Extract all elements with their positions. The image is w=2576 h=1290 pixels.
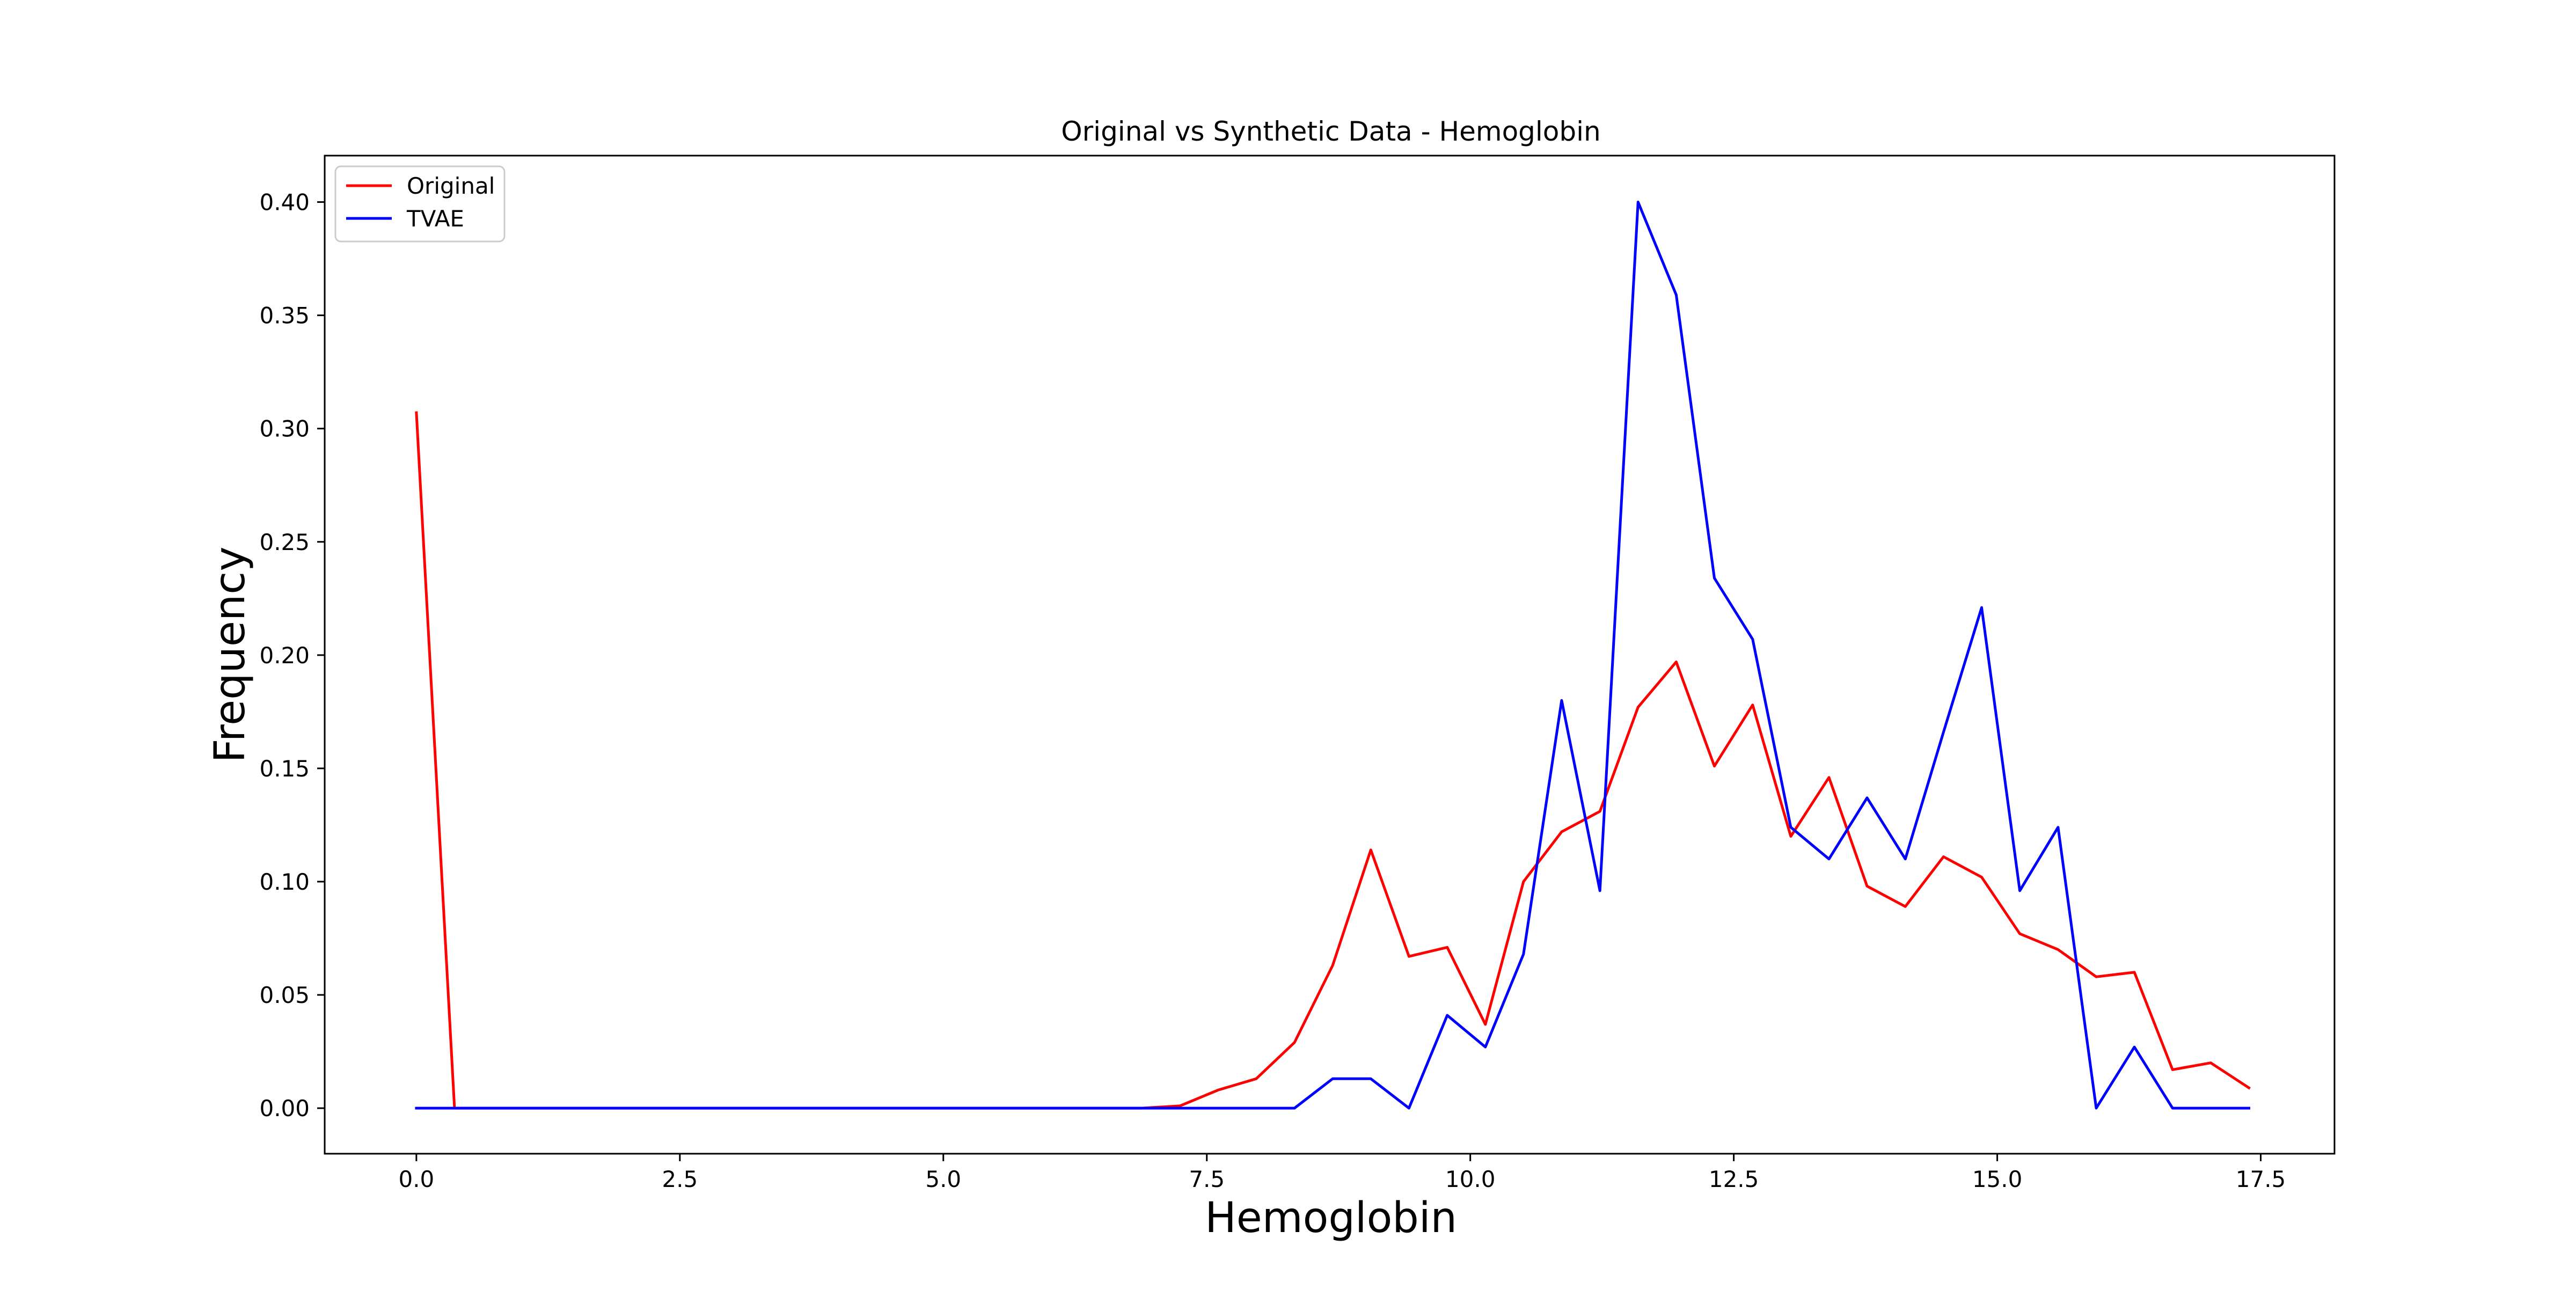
series-layer xyxy=(415,201,2251,1110)
x-tick-label: 17.5 xyxy=(2236,1166,2286,1192)
x-axis: 0.0 2.5 5.0 7.5 10.0 12.5 15.0 17.5 xyxy=(398,1154,2286,1192)
x-axis-label: Hemoglobin xyxy=(1205,1194,1457,1242)
x-tick-label: 0.0 xyxy=(398,1166,434,1192)
y-tick-label: 0.10 xyxy=(259,869,310,895)
y-tick-label: 0.35 xyxy=(259,303,310,329)
y-tick-label: 0.30 xyxy=(259,416,310,442)
legend: Original TVAE xyxy=(334,165,506,243)
legend-label-original: Original xyxy=(407,173,495,199)
legend-label-tvae: TVAE xyxy=(406,206,464,232)
y-tick-label: 0.05 xyxy=(259,982,310,1008)
y-axis-label: Frequency xyxy=(206,547,254,763)
series-line-tvae xyxy=(415,201,2250,1110)
y-tick-label: 0.20 xyxy=(259,642,310,669)
y-tick-label: 0.25 xyxy=(259,529,310,555)
x-tick-label: 10.0 xyxy=(1445,1166,1496,1192)
y-tick-label: 0.15 xyxy=(259,756,310,782)
x-tick-label: 7.5 xyxy=(1189,1166,1225,1192)
x-tick-label: 2.5 xyxy=(662,1166,698,1192)
chart-title: Original vs Synthetic Data - Hemoglobin xyxy=(1061,116,1600,147)
x-tick-label: 15.0 xyxy=(1972,1166,2023,1192)
x-tick-label: 12.5 xyxy=(1709,1166,1759,1192)
y-tick-label: 0.40 xyxy=(259,189,310,216)
y-axis: 0.00 0.05 0.10 0.15 0.20 0.25 0.30 0.35 0.40 xyxy=(259,189,325,1122)
x-tick-label: 5.0 xyxy=(925,1166,961,1192)
y-tick-label: 0.00 xyxy=(259,1095,310,1122)
